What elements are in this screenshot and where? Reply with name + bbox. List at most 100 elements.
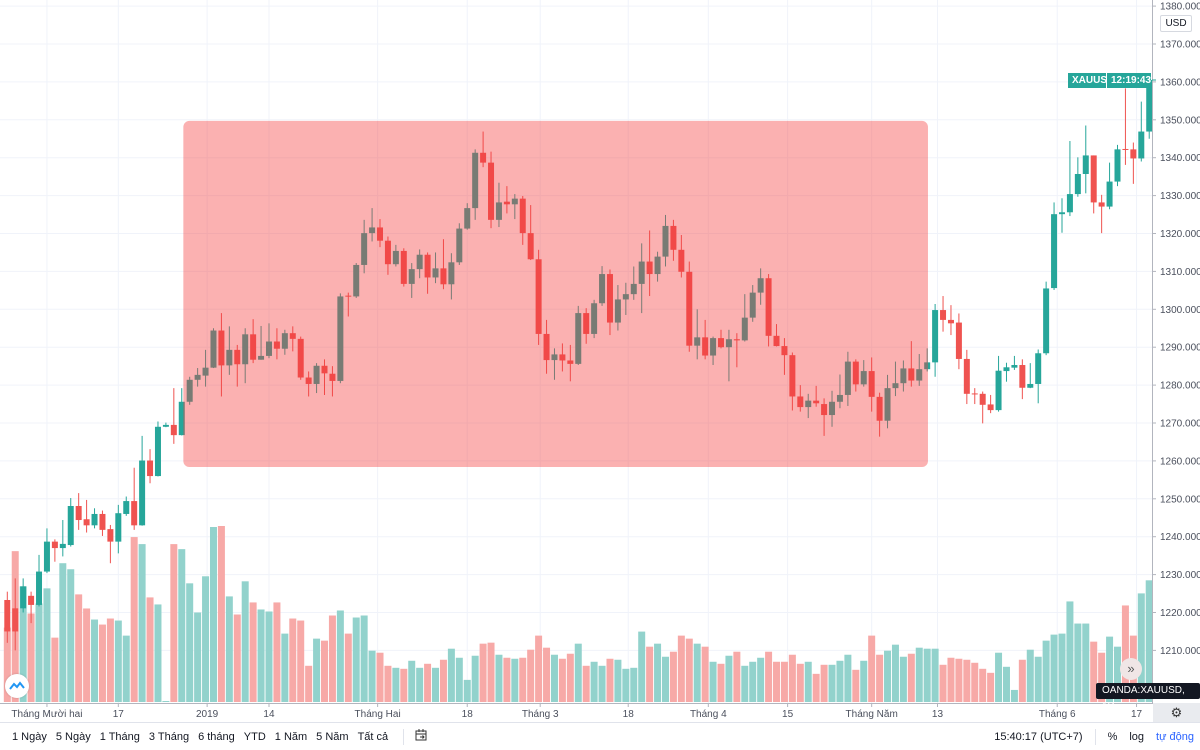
time-axis[interactable] (0, 703, 1200, 722)
candle[interactable] (36, 554, 43, 607)
candle[interactable] (543, 319, 550, 374)
candle[interactable] (408, 263, 415, 298)
range-6-months[interactable]: 6 tháng (198, 730, 235, 743)
candle[interactable] (1011, 355, 1018, 370)
candle[interactable] (281, 329, 288, 355)
candle[interactable] (535, 249, 542, 345)
candle[interactable] (440, 239, 447, 290)
candle[interactable] (995, 355, 1002, 412)
currency-label[interactable]: USD (1160, 15, 1192, 32)
candle[interactable] (987, 394, 994, 414)
candle[interactable] (892, 361, 899, 397)
candle[interactable] (1122, 88, 1129, 165)
clock-timezone[interactable]: 15:40:17 (UTC+7) (994, 731, 1083, 743)
candle[interactable] (567, 344, 574, 382)
candle[interactable] (43, 528, 50, 574)
candle[interactable] (551, 348, 558, 380)
candle[interactable] (1043, 281, 1050, 356)
candle[interactable] (384, 236, 391, 275)
candle[interactable] (337, 293, 344, 384)
auto-scale-toggle[interactable]: tự động (1156, 731, 1194, 743)
candle[interactable] (75, 493, 82, 530)
candle[interactable] (765, 274, 772, 347)
candle[interactable] (813, 385, 820, 407)
candle[interactable] (718, 329, 724, 349)
candle[interactable] (400, 248, 407, 287)
candle[interactable] (186, 376, 193, 405)
candle[interactable] (321, 359, 328, 395)
candle[interactable] (733, 333, 740, 368)
candle[interactable] (250, 319, 257, 364)
candle[interactable] (1003, 362, 1010, 382)
candle[interactable] (955, 313, 962, 370)
candle[interactable] (218, 313, 225, 397)
candle[interactable] (694, 309, 701, 360)
candle[interactable] (392, 244, 399, 267)
candle[interactable] (781, 338, 788, 375)
candle[interactable] (480, 131, 487, 168)
go-to-date-button[interactable] (414, 728, 428, 745)
candle[interactable] (51, 539, 58, 562)
candle[interactable] (488, 151, 495, 229)
candle[interactable] (448, 253, 455, 300)
candle[interactable] (947, 305, 954, 336)
candle[interactable] (924, 348, 931, 372)
candle[interactable] (377, 219, 384, 248)
candle[interactable] (1019, 359, 1026, 400)
candle[interactable] (527, 205, 534, 261)
candle[interactable] (1035, 349, 1042, 404)
candle[interactable] (749, 285, 756, 322)
range-5-years[interactable]: 5 Năm (316, 730, 349, 743)
candle[interactable] (638, 243, 645, 314)
candle[interactable] (646, 230, 653, 297)
candle[interactable] (979, 391, 986, 424)
candle[interactable] (606, 269, 613, 336)
candle[interactable] (234, 344, 241, 387)
candle[interactable] (630, 266, 637, 300)
candle[interactable] (829, 390, 836, 427)
candle[interactable] (273, 328, 280, 360)
candle[interactable] (662, 214, 669, 267)
candle[interactable] (710, 336, 717, 366)
candle[interactable] (971, 388, 978, 405)
candle[interactable] (361, 219, 368, 274)
candle[interactable] (614, 285, 621, 331)
candle[interactable] (852, 359, 859, 392)
candle[interactable] (725, 329, 732, 382)
candle[interactable] (83, 499, 90, 533)
candle[interactable] (1082, 125, 1089, 194)
candle[interactable] (884, 374, 891, 429)
candle[interactable] (1146, 78, 1153, 139)
candle[interactable] (773, 324, 780, 347)
candle[interactable] (297, 336, 304, 380)
candle[interactable] (805, 393, 812, 419)
candle[interactable] (424, 252, 431, 294)
candle[interactable] (511, 194, 518, 220)
range-3-months[interactable]: 3 Tháng (148, 730, 190, 743)
candle[interactable] (599, 266, 606, 306)
candle[interactable] (194, 368, 201, 387)
chart-settings-button[interactable]: ⚙ (1153, 703, 1200, 722)
rectangle-drawing[interactable] (183, 120, 928, 467)
candle[interactable] (963, 349, 970, 405)
candle[interactable] (472, 149, 479, 220)
candle[interactable] (456, 223, 463, 265)
candle[interactable] (210, 328, 217, 369)
candle[interactable] (139, 435, 146, 526)
candle[interactable] (28, 591, 35, 624)
candle[interactable] (789, 352, 796, 411)
candle[interactable] (1138, 101, 1145, 162)
candle[interactable] (932, 303, 939, 377)
candle[interactable] (67, 498, 74, 547)
candle[interactable] (559, 343, 566, 372)
candle[interactable] (844, 351, 851, 406)
candle[interactable] (369, 208, 376, 242)
candle[interactable] (860, 360, 867, 387)
candle[interactable] (20, 578, 27, 613)
candle[interactable] (226, 326, 233, 375)
candle[interactable] (908, 341, 915, 387)
candle[interactable] (821, 398, 828, 436)
candle[interactable] (131, 467, 138, 530)
range-5-days[interactable]: 5 Ngày (55, 730, 91, 743)
candle[interactable] (99, 510, 106, 536)
